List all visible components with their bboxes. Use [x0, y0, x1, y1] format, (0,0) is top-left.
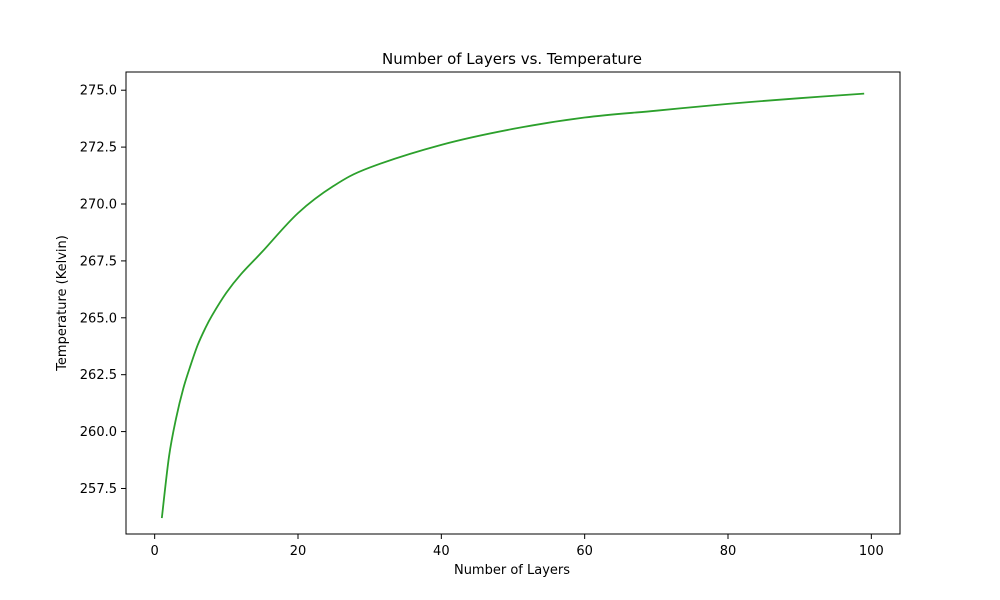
y-tick-label: 262.5: [80, 368, 117, 383]
y-tick-label: 275.0: [80, 84, 117, 99]
y-tick-label: 257.5: [80, 482, 117, 497]
x-tick-label: 0: [151, 544, 159, 559]
y-tick-label: 265.0: [80, 311, 117, 326]
x-tick-label: 40: [433, 544, 450, 559]
y-axis-label: Temperature (Kelvin): [55, 235, 70, 372]
series-line-0: [160, 92, 865, 519]
x-tick-label: 100: [859, 544, 884, 559]
y-tick-label: 260.0: [80, 425, 117, 440]
x-tick-label: 20: [290, 544, 307, 559]
plot-area: [160, 92, 865, 519]
y-tick-label: 267.5: [80, 254, 117, 269]
chart-title: Number of Layers vs. Temperature: [382, 50, 642, 68]
y-tick-label: 270.0: [80, 198, 117, 213]
y-tick-label: 272.5: [80, 141, 117, 156]
x-axis: 0 20 40 60 80 100: [151, 534, 884, 559]
x-axis-label: Number of Layers: [454, 563, 570, 578]
y-axis: 257.5 260.0 262.5 265.0 267.5 270.0 272.5 275.0: [80, 84, 126, 497]
x-tick-label: 60: [576, 544, 593, 559]
x-tick-label: 80: [720, 544, 737, 559]
plot-frame: [125, 71, 901, 535]
